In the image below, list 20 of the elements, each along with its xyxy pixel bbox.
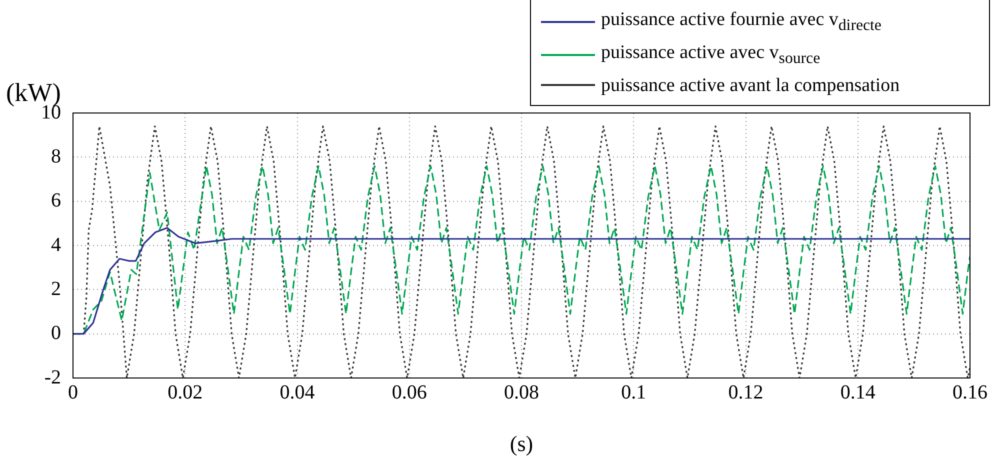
x-tick-label: 0.02: [168, 381, 203, 404]
x-tick-label: 0.12: [728, 381, 764, 404]
y-tick-label: 4: [51, 234, 61, 256]
legend-label: puissance active avant la compensation: [601, 74, 900, 98]
legend-label: puissance active fournie avec v$_{directe}$: [601, 8, 882, 36]
x-tick-label: 0.04: [280, 381, 315, 404]
x-tick-label: 0.06: [392, 381, 427, 404]
y-tick-label: 8: [51, 145, 61, 168]
legend-label: puissance active avec v$_{source}$: [601, 40, 820, 69]
x-tick-label: 0: [68, 381, 78, 404]
y-tick-label: 2: [51, 278, 61, 300]
y-tick-label: -2: [44, 366, 61, 388]
x-tick-label: 0.14: [840, 381, 876, 404]
x-tick-label: 0.16: [952, 381, 988, 404]
x-tick-label: 0.1: [621, 381, 646, 404]
y-tick-label: 6: [51, 190, 61, 212]
y-axis-title: (kW): [6, 78, 61, 107]
x-tick-label: 0.08: [504, 381, 539, 404]
x-axis-title: (s): [508, 431, 534, 457]
y-tick-label: 0: [51, 322, 61, 344]
